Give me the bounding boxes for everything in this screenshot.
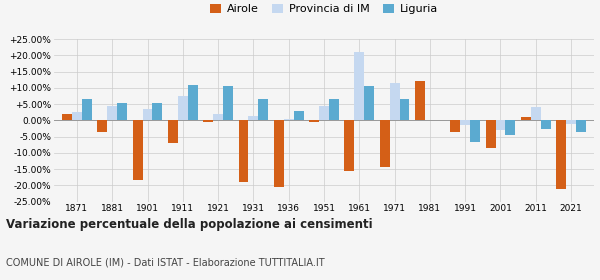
Bar [259,99,268,120]
Bar [223,86,233,120]
Bar [355,52,364,120]
Bar [531,108,541,120]
Bar [319,106,329,120]
Bar [389,83,400,120]
Bar [309,120,319,122]
Bar [576,120,586,132]
Text: COMUNE DI AIROLE (IM) - Dati ISTAT - Elaborazione TUTTITALIA.IT: COMUNE DI AIROLE (IM) - Dati ISTAT - Ela… [6,258,325,268]
Bar [274,120,284,187]
Legend: Airole, Provincia di IM, Liguria: Airole, Provincia di IM, Liguria [206,0,442,18]
Bar [380,120,389,167]
Bar [62,114,72,120]
Bar [400,99,409,120]
Bar [364,86,374,120]
Bar [168,120,178,143]
Bar [82,99,92,120]
Bar [566,120,576,124]
Bar [133,120,143,181]
Bar [293,111,304,120]
Bar [239,120,248,182]
Bar [248,116,259,120]
Bar [97,120,107,132]
Bar [556,120,566,189]
Bar [521,117,531,120]
Bar [72,112,82,120]
Bar [213,114,223,120]
Bar [107,106,117,120]
Bar [188,85,197,120]
Bar [143,109,152,120]
Bar [344,120,355,171]
Bar [505,120,515,135]
Bar [152,102,163,120]
Bar [451,120,460,132]
Bar [117,102,127,120]
Bar [178,96,188,120]
Bar [329,99,339,120]
Text: Variazione percentuale della popolazione ai censimenti: Variazione percentuale della popolazione… [6,218,373,231]
Bar [460,120,470,125]
Bar [415,81,425,120]
Bar [541,120,551,129]
Bar [485,120,496,148]
Bar [203,120,213,122]
Bar [284,119,293,120]
Bar [470,120,480,141]
Bar [496,120,505,130]
